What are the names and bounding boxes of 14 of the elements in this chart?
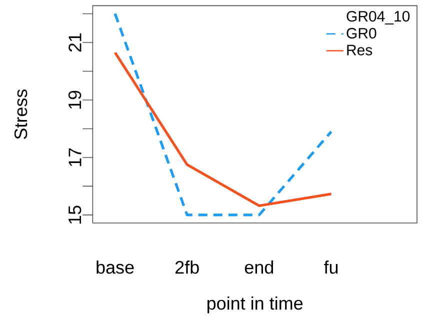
x-tick-label: base — [96, 260, 134, 274]
y-tick-label: 21 — [68, 33, 82, 52]
line-series — [114, 51, 333, 208]
legend-title: GR04_10 — [346, 10, 410, 24]
x-tick-label: fu — [324, 260, 338, 274]
x-tick-label: end — [244, 260, 274, 274]
y-tick-label: 19 — [68, 90, 82, 109]
y-axis-title: Stress — [14, 90, 28, 140]
x-tick-label: 2fb — [176, 260, 199, 274]
y-tick-label: 17 — [68, 148, 82, 166]
y-tick-label: 15 — [68, 206, 82, 224]
x-axis-title: point in time — [207, 296, 303, 314]
legend-label: GR0 — [346, 28, 376, 39]
legend-label: Res — [347, 44, 372, 56]
